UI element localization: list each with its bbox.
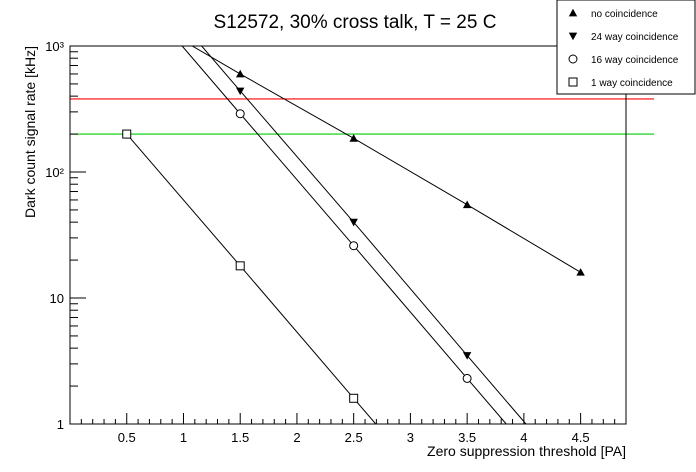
x-tick-label: 4.5 bbox=[572, 430, 590, 445]
x-axis-label: Zero suppression threshold [PA] bbox=[427, 443, 626, 459]
series-line bbox=[191, 46, 581, 273]
x-tick-label: 1.5 bbox=[231, 430, 249, 445]
y-tick-label: 10 bbox=[50, 291, 64, 306]
y-axis-label: Dark count signal rate [kHz] bbox=[22, 46, 38, 218]
data-point bbox=[568, 32, 578, 41]
data-point bbox=[122, 129, 132, 139]
plot-frame bbox=[69, 45, 627, 425]
data-point bbox=[236, 69, 245, 78]
data-point bbox=[349, 134, 358, 142]
series-line bbox=[201, 46, 527, 424]
y-tick-label: 1 bbox=[57, 417, 64, 432]
data-point bbox=[462, 352, 472, 360]
data-point bbox=[235, 109, 245, 119]
data-point bbox=[235, 261, 245, 271]
series bbox=[181, 46, 507, 424]
x-tick-label: 4 bbox=[520, 430, 527, 445]
x-tick-label: 2 bbox=[293, 430, 300, 445]
x-tick-label: 2.5 bbox=[345, 430, 363, 445]
data-point bbox=[568, 54, 578, 64]
x-tick-label: 1 bbox=[180, 430, 187, 445]
data-point bbox=[568, 77, 578, 87]
y-tick-label: 10² bbox=[45, 165, 64, 180]
x-tick-label: 0.5 bbox=[118, 430, 136, 445]
data-point bbox=[462, 200, 472, 209]
data-point bbox=[462, 373, 472, 383]
data-point bbox=[349, 218, 358, 227]
x-tick-label: 3 bbox=[407, 430, 414, 445]
data-point bbox=[576, 268, 585, 276]
series bbox=[122, 129, 377, 424]
x-tick-label: 3.5 bbox=[458, 430, 476, 445]
legend-entry: 16 way coincidence bbox=[591, 55, 679, 66]
legend: no coincidence 24 way coincidence 16 way c… bbox=[556, 0, 696, 95]
legend-entry: 24 way coincidence bbox=[591, 32, 679, 43]
series bbox=[191, 46, 585, 276]
legend-box bbox=[556, 0, 696, 95]
data-point bbox=[349, 241, 359, 251]
series-line bbox=[181, 46, 507, 424]
legend-entry: 1 way coincidence bbox=[591, 78, 673, 89]
data-point bbox=[568, 8, 578, 17]
series bbox=[201, 46, 527, 424]
chart-title: S12572, 30% cross talk, T = 25 C bbox=[214, 12, 497, 33]
data-point bbox=[349, 393, 359, 403]
y-tick-label: 10³ bbox=[45, 39, 64, 54]
series-line bbox=[126, 133, 377, 424]
legend-entry: no coincidence bbox=[591, 9, 658, 20]
data-point bbox=[236, 87, 245, 96]
